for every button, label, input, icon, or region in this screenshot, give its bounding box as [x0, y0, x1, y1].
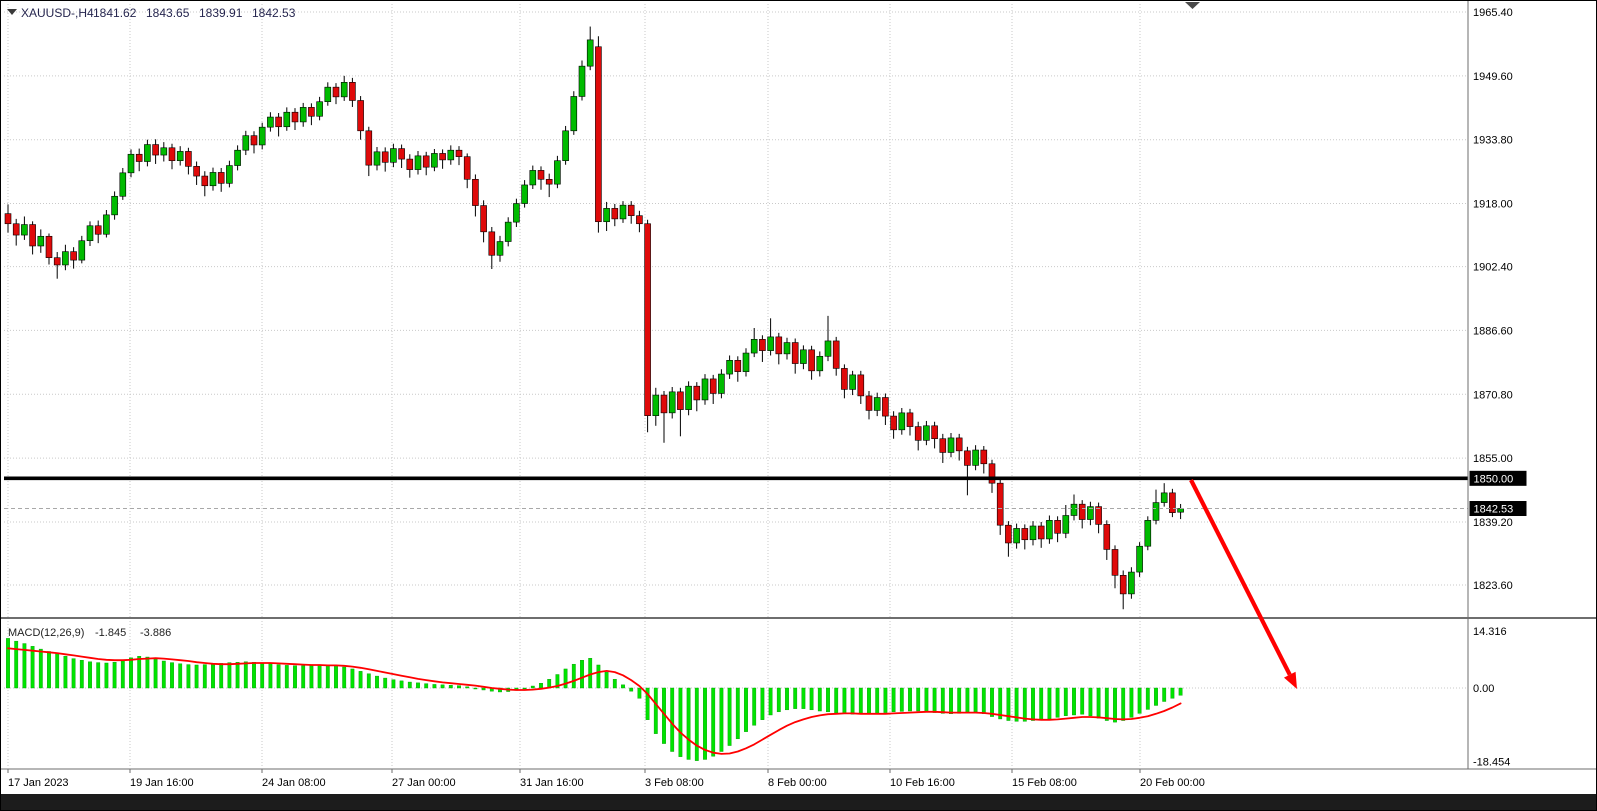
macd-main-value: -1.845: [95, 627, 126, 639]
price-axis-label: 1902.40: [1473, 262, 1513, 274]
trend-arrow[interactable]: [1189, 479, 1297, 689]
macd-indicator-label: MACD(12,26,9): [8, 627, 84, 639]
scroll-position-marker-icon: [1185, 2, 1200, 9]
time-axis-label: 17 Jan 2023: [8, 777, 69, 789]
price-axis-label: 1886.60: [1473, 325, 1513, 337]
bottom-scrollbar[interactable]: [0, 794, 1597, 811]
time-axis-label: 31 Jan 16:00: [520, 777, 584, 789]
high-value: 1843.65: [146, 6, 190, 20]
level-price-label: 1850.00: [1474, 473, 1514, 485]
time-axis-label: 20 Feb 00:00: [1140, 777, 1205, 789]
time-axis-label: 24 Jan 08:00: [262, 777, 326, 789]
axis-labels-layer: 1965.40 1949.60 1933.80 1918.00 1902.40 1886.…: [7, 7, 1527, 789]
macd-axis-label: 0.00: [1473, 683, 1494, 695]
low-value: 1839.91: [199, 6, 243, 20]
time-axis-label: 27 Jan 00:00: [392, 777, 456, 789]
symbol-timeframe-label: XAUUSD-,H4: [21, 6, 94, 20]
candlestick-layer[interactable]: [4, 26, 1184, 610]
chart-title-marker-icon[interactable]: [7, 9, 17, 15]
bid-price-label-box: [1469, 501, 1527, 517]
price-axis-label: 1839.20: [1473, 517, 1513, 529]
level-price-label-box: [1469, 470, 1527, 486]
time-axis-label: 8 Feb 00:00: [768, 777, 827, 789]
macd-axis-label: 14.316: [1473, 626, 1507, 638]
time-axis-label: 19 Jan 16:00: [130, 777, 194, 789]
macd-histogram: [6, 638, 1183, 761]
time-axis-label: 10 Feb 16:00: [890, 777, 955, 789]
close-value: 1842.53: [252, 6, 296, 20]
macd-signal-line: [7, 647, 1182, 755]
price-axis-label: 1823.60: [1473, 580, 1513, 592]
bid-price-label: 1842.53: [1474, 504, 1514, 516]
price-axis-label: 1855.00: [1473, 453, 1513, 465]
time-axis-label: 15 Feb 08:00: [1012, 777, 1077, 789]
time-axis-label: 3 Feb 08:00: [645, 777, 704, 789]
grid-layer: [4, 4, 1468, 768]
price-axis-label: 1870.80: [1473, 389, 1513, 401]
price-axis-label: 1918.00: [1473, 199, 1513, 211]
price-axis-label: 1949.60: [1473, 71, 1513, 83]
macd-signal-value: -3.886: [140, 627, 171, 639]
price-axis-label: 1965.40: [1473, 7, 1513, 19]
macd-axis-label: -18.454: [1473, 756, 1510, 768]
open-value: 1841.62: [93, 6, 137, 20]
price-axis-label: 1933.80: [1473, 135, 1513, 147]
